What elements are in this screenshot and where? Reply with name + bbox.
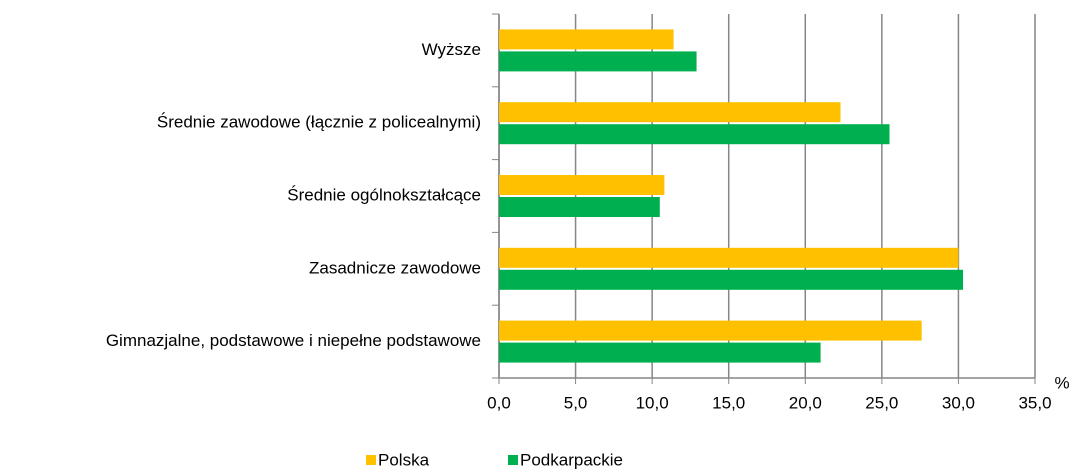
y-tick-label: Średnie zawodowe (łącznie z policealnymi… — [157, 113, 481, 132]
legend-swatch — [366, 455, 376, 465]
x-tick-label: 35,0 — [1018, 393, 1051, 412]
x-axis-label: % — [1054, 373, 1069, 392]
x-tick-label: 25,0 — [865, 393, 898, 412]
y-tick-label: Wyższe — [422, 40, 481, 59]
legend-label: Polska — [378, 450, 430, 469]
bar — [499, 342, 821, 363]
bar — [499, 124, 890, 145]
bar — [499, 175, 665, 195]
y-tick-label: Średnie ogólnokształcące — [287, 185, 481, 204]
x-tick-label: 5,0 — [564, 393, 588, 412]
bar — [499, 197, 660, 217]
bar — [499, 269, 964, 290]
bar — [499, 29, 674, 50]
x-tick-label: 15,0 — [712, 393, 745, 412]
x-tick-label: 0,0 — [487, 393, 511, 412]
legend-label: Podkarpackie — [520, 450, 623, 469]
bar — [499, 102, 841, 123]
y-tick-label: Gimnazjalne, podstawowe i niepełne podst… — [106, 331, 481, 350]
bar — [499, 320, 922, 341]
legend-swatch — [508, 455, 518, 465]
bar — [499, 247, 959, 268]
bar — [499, 51, 697, 72]
x-tick-label: 10,0 — [636, 393, 669, 412]
x-tick-label: 30,0 — [942, 393, 975, 412]
x-tick-label: 20,0 — [789, 393, 822, 412]
y-tick-label: Zasadnicze zawodowe — [309, 258, 481, 277]
